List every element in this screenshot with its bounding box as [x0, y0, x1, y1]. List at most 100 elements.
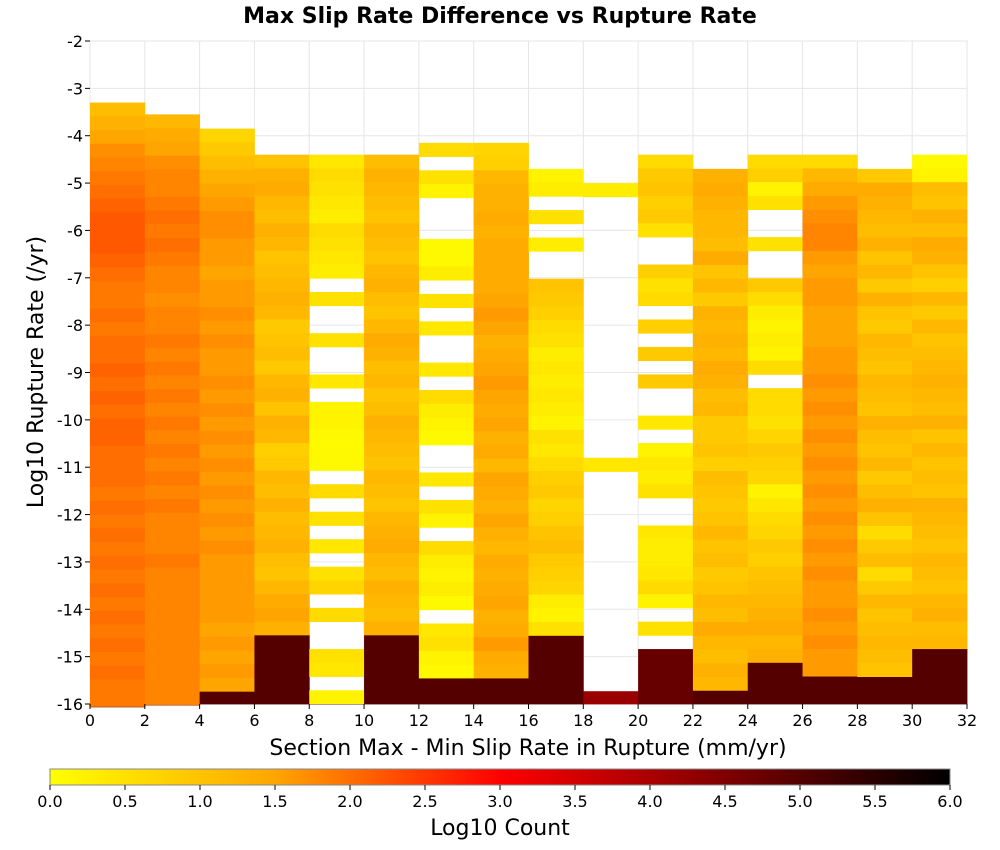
y-axis-label: Log10 Rupture Rate (/yr)	[24, 236, 49, 508]
heatmap-cell	[309, 250, 365, 265]
y-tick-label: -4	[67, 127, 83, 146]
heatmap-cell	[802, 566, 858, 581]
heatmap-cell	[528, 484, 584, 499]
heatmap-cell	[912, 456, 968, 471]
heatmap-cell	[802, 552, 858, 568]
heatmap-cell	[638, 278, 694, 293]
heatmap-cell	[364, 264, 420, 279]
heatmap-cell	[857, 594, 913, 609]
heatmap-cell	[692, 182, 749, 197]
heatmap-cell	[364, 607, 420, 622]
y-tick-label: -13	[57, 553, 83, 572]
heatmap-cell	[418, 568, 475, 583]
heatmap-cell	[199, 362, 255, 377]
heatmap-cell	[90, 294, 146, 309]
heatmap-cell	[199, 156, 255, 171]
heatmap-cell	[912, 635, 968, 650]
heatmap-cell	[802, 401, 858, 416]
heatmap-cell	[364, 237, 420, 252]
heatmap-cell	[473, 568, 529, 583]
heatmap-cell	[364, 594, 420, 609]
heatmap-cell	[692, 388, 749, 403]
heatmap-cell	[692, 471, 749, 486]
x-tick-label: 26	[792, 711, 812, 730]
heatmap-cell	[418, 499, 475, 515]
heatmap-cell	[90, 267, 146, 282]
heatmap-cell	[857, 306, 913, 321]
colorbar-tick-label: 2.0	[337, 792, 362, 811]
heatmap-cell	[912, 443, 968, 458]
heatmap-cell	[254, 525, 310, 540]
heatmap-cell	[528, 388, 584, 403]
heatmap-cell	[857, 553, 913, 568]
heatmap-cell	[692, 594, 749, 609]
colorbar-tick-label: 6.0	[937, 792, 962, 811]
heatmap-cell	[199, 540, 255, 555]
heatmap-cell	[473, 623, 529, 638]
heatmap-cell	[802, 662, 858, 677]
heatmap-cell	[747, 182, 803, 197]
heatmap-cell	[254, 607, 310, 622]
colorbar	[49, 768, 951, 786]
heatmap-cell	[254, 497, 310, 513]
heatmap-cell	[747, 415, 803, 430]
heatmap-cell	[364, 539, 420, 554]
heatmap-cell	[912, 154, 968, 169]
heatmap-cell	[912, 209, 968, 224]
heatmap-cell	[857, 580, 913, 596]
heatmap-cell	[747, 168, 803, 183]
heatmap-cell	[309, 456, 365, 471]
heatmap-cell	[90, 693, 146, 708]
heatmap-cell	[692, 429, 749, 444]
heatmap-cell	[857, 292, 913, 307]
x-tick-label: 0	[85, 711, 95, 730]
heatmap-cell	[254, 566, 310, 581]
heatmap-cell	[638, 649, 694, 705]
heatmap-cell	[199, 458, 255, 473]
heatmap-cell	[528, 168, 584, 183]
heatmap-cell	[528, 374, 584, 390]
heatmap-cell	[692, 306, 749, 321]
heatmap-cell	[802, 497, 858, 513]
heatmap-cell	[90, 404, 146, 419]
heatmap-cell	[364, 154, 420, 169]
heatmap-cell	[912, 621, 968, 636]
heatmap-cell	[802, 484, 858, 499]
heatmap-cell	[912, 278, 968, 293]
heatmap-cell	[528, 512, 584, 527]
heatmap-cell	[912, 511, 968, 526]
heatmap-cell	[857, 182, 913, 197]
heatmap-cell	[857, 374, 913, 390]
heatmap-cell	[692, 196, 749, 211]
heatmap-cell	[912, 346, 968, 362]
heatmap-cell	[528, 622, 584, 637]
heatmap-cell	[364, 195, 420, 210]
heatmap-cell	[802, 319, 858, 334]
heatmap-cell	[692, 443, 749, 458]
heatmap-cell	[254, 470, 310, 485]
colorbar-tick-label: 3.0	[487, 792, 512, 811]
heatmap-cell	[473, 184, 529, 199]
heatmap-cell	[144, 457, 201, 472]
heatmap-cell	[638, 484, 694, 499]
x-tick-label: 8	[304, 711, 314, 730]
heatmap-cell	[254, 415, 310, 430]
heatmap-cell	[418, 403, 475, 418]
heatmap-cell	[309, 195, 365, 210]
heatmap-cell	[912, 237, 968, 252]
heatmap-cell	[692, 567, 749, 582]
heatmap-cell	[309, 429, 365, 444]
heatmap-cell	[199, 636, 255, 651]
chart-title: Max Slip Rate Difference vs Rupture Rate	[243, 4, 757, 29]
heatmap-cell	[528, 429, 584, 444]
heatmap-cell	[638, 264, 694, 279]
heatmap-cell	[364, 182, 420, 197]
heatmap-cell	[638, 319, 694, 334]
heatmap-cell	[144, 567, 201, 582]
heatmap-cell	[692, 677, 749, 692]
heatmap-cell	[802, 250, 858, 265]
heatmap-cell	[90, 143, 146, 158]
heatmap-cell	[144, 595, 201, 610]
heatmap-cell	[199, 677, 255, 693]
heatmap-cell	[747, 525, 803, 540]
